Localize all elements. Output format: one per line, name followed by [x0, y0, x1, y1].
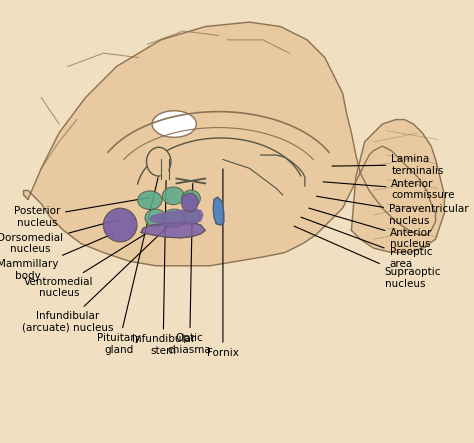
Text: Infundibular
(arcuate) nucleus: Infundibular (arcuate) nucleus	[22, 226, 168, 333]
Text: Infundibular
stem: Infundibular stem	[131, 177, 195, 356]
Polygon shape	[213, 197, 224, 225]
Text: Dorsomedial
nucleus: Dorsomedial nucleus	[0, 220, 118, 254]
Polygon shape	[161, 159, 169, 179]
Text: Ventromedial
nucleus: Ventromedial nucleus	[24, 234, 145, 299]
Text: Preoptic
area: Preoptic area	[301, 217, 432, 268]
Circle shape	[103, 208, 137, 242]
Ellipse shape	[181, 193, 198, 212]
Text: Posterior
nucleus: Posterior nucleus	[14, 198, 149, 228]
Text: Pituitary
gland: Pituitary gland	[97, 178, 158, 355]
Ellipse shape	[152, 111, 196, 137]
Polygon shape	[351, 120, 445, 253]
Ellipse shape	[183, 208, 201, 225]
Ellipse shape	[162, 187, 184, 205]
Ellipse shape	[163, 209, 186, 228]
Text: Lamina
terminalis: Lamina terminalis	[332, 154, 444, 175]
Polygon shape	[24, 22, 436, 266]
Text: Supraoptic
nucleus: Supraoptic nucleus	[294, 226, 441, 289]
Text: Paraventricular
nucleus: Paraventricular nucleus	[317, 196, 469, 225]
Ellipse shape	[137, 191, 162, 210]
Ellipse shape	[182, 190, 201, 207]
Ellipse shape	[145, 209, 166, 227]
Text: Fornix: Fornix	[207, 169, 239, 358]
Polygon shape	[150, 209, 203, 225]
Text: Mammillary
body: Mammillary body	[0, 233, 113, 281]
Text: Anterior
commissure: Anterior commissure	[323, 179, 455, 200]
Text: Anterior
nucleus: Anterior nucleus	[309, 208, 433, 249]
Text: Optic
chiasma: Optic chiasma	[168, 183, 211, 355]
Polygon shape	[141, 222, 205, 238]
Ellipse shape	[146, 148, 171, 176]
